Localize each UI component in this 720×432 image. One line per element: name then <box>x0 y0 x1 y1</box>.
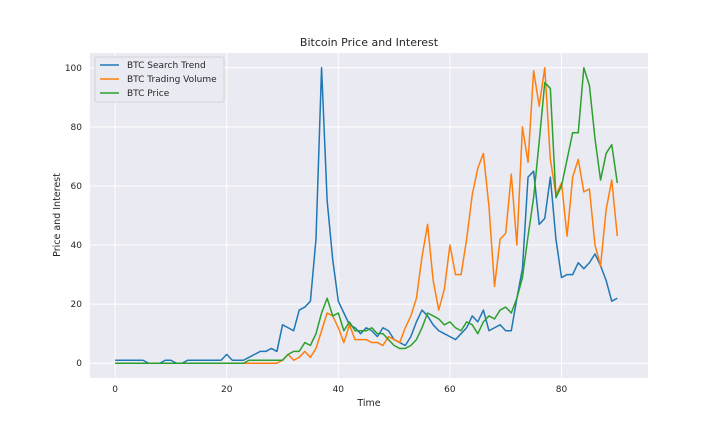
legend-label-search-trend: BTC Search Trend <box>127 61 206 71</box>
x-tick-label: 0 <box>112 385 118 395</box>
x-tick-label: 40 <box>333 385 345 395</box>
series-line-search-trend <box>115 67 618 364</box>
legend-box <box>94 56 225 103</box>
plot-background <box>90 53 648 378</box>
legend-label-price: BTC Price <box>127 89 170 99</box>
legend-label-trading-volume: BTC Trading Volume <box>127 75 217 85</box>
y-tick-label: 80 <box>71 123 83 133</box>
x-tick-label: 20 <box>221 385 233 395</box>
grid <box>90 53 648 378</box>
legend: BTC Search Trend BTC Trading Volume BTC … <box>94 56 225 103</box>
y-tick-label: 20 <box>71 300 83 310</box>
series-lines <box>115 67 619 364</box>
chart-title: Bitcoin Price and Interest <box>300 36 439 49</box>
y-tick-label: 60 <box>71 182 83 192</box>
y-tick-label: 40 <box>71 241 83 251</box>
y-tick-label: 0 <box>76 359 82 369</box>
x-axis-label: Time <box>356 398 380 409</box>
x-tick-label: 80 <box>556 385 568 395</box>
y-tick-label: 100 <box>65 64 82 74</box>
x-tick-label: 60 <box>444 385 456 395</box>
series-line-price <box>115 67 619 364</box>
y-axis-label: Price and Interest <box>52 173 63 257</box>
tick-labels: 0 20 40 60 80 0 20 40 60 80 100 <box>65 64 568 395</box>
